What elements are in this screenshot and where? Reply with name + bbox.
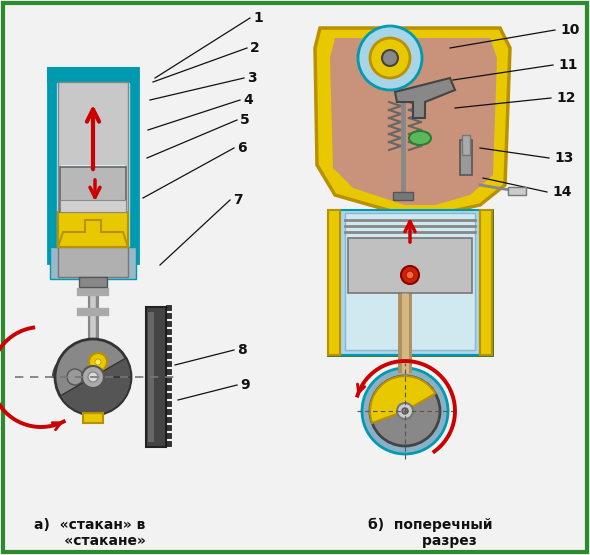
Bar [60, 167, 126, 212]
Bar [48, 68, 138, 82]
Bar [328, 210, 492, 355]
Text: 9: 9 [240, 378, 250, 392]
Bar [166, 329, 171, 334]
Circle shape [382, 50, 398, 66]
Text: 10: 10 [560, 23, 579, 37]
Bar [166, 385, 171, 390]
Circle shape [89, 353, 107, 371]
Bar [348, 238, 472, 293]
Text: 12: 12 [556, 91, 575, 105]
Circle shape [370, 376, 440, 446]
Text: 8: 8 [237, 343, 247, 357]
Text: 11: 11 [558, 58, 578, 72]
Wedge shape [53, 355, 97, 377]
Text: 7: 7 [233, 193, 242, 207]
Circle shape [95, 359, 101, 365]
Polygon shape [315, 28, 510, 215]
Bar [60, 200, 126, 212]
Bar [166, 305, 171, 310]
Circle shape [358, 26, 422, 90]
Bar [166, 401, 171, 406]
Bar [166, 409, 171, 414]
Polygon shape [58, 220, 128, 247]
Bar [166, 393, 171, 398]
Bar [58, 212, 128, 247]
Wedge shape [60, 377, 131, 415]
Bar [48, 68, 56, 263]
Bar [146, 307, 166, 447]
Text: 6: 6 [237, 141, 247, 155]
Bar [462, 135, 470, 155]
Bar [79, 277, 107, 287]
Bar [166, 417, 171, 422]
Text: б)  поперечный
        разрез: б) поперечный разрез [368, 517, 492, 548]
Text: а)  «стакан» в
      «стакане»: а) «стакан» в «стакане» [34, 518, 146, 548]
Bar [166, 321, 171, 326]
Text: 2: 2 [250, 41, 260, 55]
Bar [345, 213, 475, 350]
Bar [166, 337, 171, 342]
Bar [460, 140, 472, 175]
Bar [130, 68, 138, 263]
Polygon shape [395, 78, 455, 118]
Bar [166, 433, 171, 438]
Bar [83, 413, 103, 423]
Bar [48, 68, 138, 263]
Text: 13: 13 [554, 151, 573, 165]
Circle shape [401, 266, 419, 284]
Circle shape [370, 38, 410, 78]
Bar [166, 353, 171, 358]
Bar [328, 210, 340, 355]
Wedge shape [93, 358, 131, 377]
Circle shape [88, 372, 98, 382]
Bar [61, 165, 125, 252]
Bar [166, 441, 171, 446]
Bar [393, 192, 413, 200]
Bar [58, 82, 128, 257]
Bar [166, 361, 171, 366]
Bar [480, 210, 492, 355]
Bar [166, 313, 171, 318]
Circle shape [402, 408, 408, 414]
Text: 1: 1 [253, 11, 263, 25]
Ellipse shape [409, 131, 431, 145]
Bar [166, 425, 171, 430]
Bar [340, 210, 480, 355]
Bar [166, 345, 171, 350]
Text: 4: 4 [243, 93, 253, 107]
Text: 5: 5 [240, 113, 250, 127]
Circle shape [362, 368, 448, 454]
Circle shape [397, 403, 413, 419]
Circle shape [82, 366, 104, 388]
Circle shape [406, 271, 414, 279]
Wedge shape [370, 376, 435, 423]
Bar [508, 187, 526, 195]
Bar [50, 247, 136, 279]
Polygon shape [330, 38, 497, 205]
Bar [58, 247, 128, 277]
Circle shape [67, 369, 83, 385]
Text: 14: 14 [552, 185, 572, 199]
Bar [166, 369, 171, 374]
Bar [148, 312, 154, 442]
Circle shape [55, 339, 131, 415]
Text: 3: 3 [247, 71, 257, 85]
Bar [166, 377, 171, 382]
